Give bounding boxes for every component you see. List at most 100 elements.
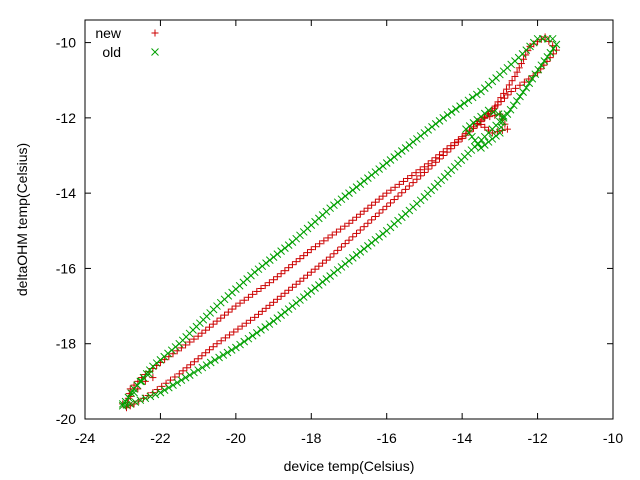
x-tick-label: -20 — [226, 430, 246, 446]
marker-stroke — [202, 361, 211, 369]
data-point-old — [252, 328, 261, 337]
data-point-old — [367, 238, 376, 247]
marker-stroke — [296, 296, 304, 304]
data-point-new — [270, 298, 278, 306]
data-point-old — [141, 394, 150, 403]
data-point-new — [288, 261, 296, 269]
marker-stroke — [156, 388, 165, 397]
data-point-new — [244, 293, 252, 301]
data-point-new — [494, 101, 502, 109]
marker-stroke — [345, 189, 353, 198]
data-point-old — [375, 165, 384, 173]
marker-stroke — [236, 340, 244, 349]
marker-stroke — [506, 105, 515, 114]
data-point-old — [364, 174, 372, 182]
marker-stroke — [439, 114, 448, 122]
marker-stroke — [494, 110, 503, 118]
data-point-old — [303, 290, 312, 298]
marker-stroke — [512, 97, 521, 105]
marker-stroke — [136, 396, 145, 405]
legend-label-old: old — [102, 44, 121, 60]
data-point-old — [420, 129, 429, 137]
marker-stroke — [348, 186, 357, 194]
data-point-old — [489, 108, 498, 117]
data-point-new — [281, 289, 289, 297]
data-point-new — [262, 304, 270, 312]
data-point-new — [454, 138, 462, 146]
data-point-old — [137, 377, 146, 386]
data-point-old — [494, 110, 503, 118]
data-point-new — [395, 180, 403, 188]
data-point-new — [277, 270, 285, 278]
marker-stroke — [549, 44, 558, 53]
data-point-old — [262, 259, 270, 268]
data-point-new — [328, 231, 336, 239]
data-point-old — [206, 358, 215, 367]
y-tick-label: -18 — [56, 336, 76, 352]
marker-stroke — [382, 159, 391, 167]
data-point-old — [277, 247, 285, 255]
data-point-old — [258, 262, 267, 271]
data-point-new — [230, 328, 238, 336]
data-point-new — [368, 201, 376, 209]
data-point-new — [516, 81, 524, 89]
data-point-old — [409, 138, 417, 146]
data-point-new — [202, 326, 210, 334]
legend-marker-new — [151, 29, 159, 37]
data-point-new — [337, 225, 345, 233]
marker-stroke — [516, 92, 524, 101]
data-point-new — [500, 89, 508, 97]
data-point-new — [334, 246, 342, 254]
data-point-new — [379, 206, 387, 214]
data-point-new — [337, 243, 345, 251]
marker-stroke — [360, 245, 368, 253]
marker-stroke — [496, 129, 504, 137]
data-point-old — [484, 106, 493, 115]
marker-stroke — [428, 123, 436, 131]
data-point-old — [307, 287, 316, 295]
data-point-old — [194, 366, 202, 374]
data-point-old — [273, 250, 282, 258]
data-point-new — [364, 204, 372, 212]
data-point-new — [198, 352, 206, 360]
data-point-old — [341, 260, 350, 268]
data-point-old — [118, 400, 127, 408]
data-point-new — [332, 228, 340, 236]
marker-stroke — [348, 254, 357, 262]
data-point-old — [198, 363, 207, 372]
marker-stroke — [509, 101, 518, 110]
data-point-old — [405, 141, 414, 149]
data-point-old — [522, 83, 531, 92]
data-point-old — [528, 74, 537, 83]
data-point-new — [238, 322, 246, 330]
marker-stroke — [288, 302, 297, 310]
data-point-new — [504, 91, 512, 99]
data-point-old — [484, 138, 493, 146]
data-point-old — [549, 44, 558, 53]
marker-stroke — [333, 198, 342, 207]
marker-stroke — [468, 132, 476, 141]
marker-stroke — [330, 201, 338, 210]
data-point-new — [266, 301, 274, 309]
data-point-new — [545, 37, 553, 45]
data-point-new — [311, 265, 319, 273]
data-point-old — [288, 302, 297, 310]
y-tick-label: -16 — [56, 260, 76, 276]
marker-stroke — [552, 40, 561, 49]
data-point-old — [474, 140, 482, 149]
data-point-new — [371, 198, 379, 206]
marker-stroke — [303, 290, 312, 298]
marker-stroke — [211, 356, 219, 364]
plot-frame — [84, 19, 614, 420]
data-point-new — [330, 250, 338, 258]
data-point-new — [513, 68, 521, 76]
data-point-new — [368, 216, 376, 224]
marker-stroke — [443, 111, 452, 119]
marker-stroke — [364, 174, 372, 182]
data-point-old — [379, 162, 387, 170]
data-point-old — [223, 348, 232, 357]
data-point-new — [375, 195, 383, 203]
data-point-new — [428, 162, 436, 170]
data-point-new — [502, 85, 510, 93]
marker-stroke — [367, 238, 376, 247]
